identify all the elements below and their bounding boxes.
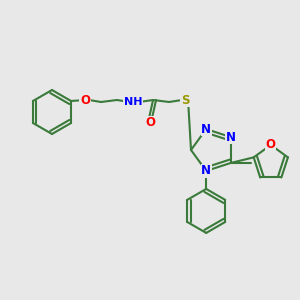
Text: NH: NH	[124, 97, 142, 107]
Text: O: O	[266, 138, 276, 152]
Text: N: N	[226, 130, 236, 144]
Text: O: O	[146, 116, 156, 130]
Text: N: N	[201, 123, 211, 136]
Text: O: O	[80, 94, 90, 106]
Text: S: S	[181, 94, 189, 106]
Text: N: N	[201, 164, 211, 177]
